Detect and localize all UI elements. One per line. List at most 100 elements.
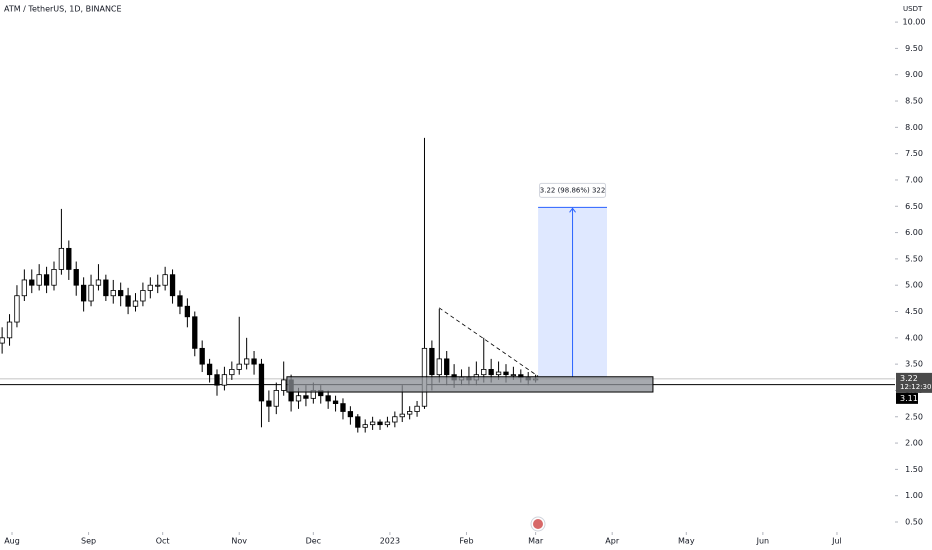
candle-body xyxy=(399,413,405,418)
y-tick-label: 8.00 xyxy=(905,123,923,132)
candle-body xyxy=(95,279,102,286)
candle-body xyxy=(481,369,487,376)
level-tag xyxy=(896,392,918,404)
y-tick-label: 6.00 xyxy=(905,228,923,237)
zone xyxy=(286,376,654,393)
candle-body xyxy=(384,421,391,426)
last-price-tag xyxy=(896,372,932,393)
x-tick-label: May xyxy=(678,537,695,546)
y-tick-label: 2.50 xyxy=(905,412,923,421)
candle-body xyxy=(214,374,220,386)
y-tick-label: 6.50 xyxy=(905,202,923,211)
candle-body xyxy=(66,247,72,270)
y-tick-label: 1.00 xyxy=(905,491,923,500)
candle-body xyxy=(177,295,183,307)
x-tick-label: Nov xyxy=(231,537,247,546)
candle-body xyxy=(347,411,354,418)
y-tick-label: 2.00 xyxy=(905,439,923,448)
candle-body xyxy=(258,363,265,402)
y-unit: USDT xyxy=(903,5,923,13)
x-tick-label: Jul xyxy=(831,537,842,546)
candle-body xyxy=(340,403,346,412)
candle-body xyxy=(80,284,87,302)
x-tick-label: Mar xyxy=(528,537,544,546)
level-label: 3.11 xyxy=(900,394,918,403)
y-tick-label: 9.50 xyxy=(905,44,923,53)
candle-body xyxy=(251,358,257,365)
y-tick-label: 4.50 xyxy=(905,307,923,316)
y-tick-label: 10.00 xyxy=(903,18,926,27)
candle-body xyxy=(36,274,42,286)
candle-body xyxy=(147,284,153,291)
y-tick-label: 7.50 xyxy=(905,149,923,158)
y-tick-label: 7.00 xyxy=(905,175,923,184)
candle-body xyxy=(488,369,494,376)
x-tick-label: Jun xyxy=(756,537,770,546)
candle-body xyxy=(192,316,198,349)
candle-body xyxy=(229,369,235,376)
candle-body xyxy=(362,424,368,428)
candle-body xyxy=(355,416,361,428)
candle-body xyxy=(199,347,205,365)
x-tick-label: Apr xyxy=(605,537,620,546)
candle-body xyxy=(221,374,228,386)
candle-body xyxy=(444,358,450,376)
candle-body xyxy=(273,390,279,407)
candle-body xyxy=(140,290,146,302)
y-tick-label: 5.00 xyxy=(905,281,923,290)
candle-body xyxy=(407,411,413,415)
x-tick-label: Feb xyxy=(459,537,473,546)
x-tick-label: 2023 xyxy=(380,537,400,546)
candle-body xyxy=(332,400,339,405)
countdown: 12:12:30 xyxy=(900,383,931,391)
candle-body xyxy=(118,290,124,297)
candle-body xyxy=(132,300,139,307)
x-tick-label: Dec xyxy=(306,537,321,546)
x-tick-label: Aug xyxy=(4,537,20,546)
candle-body xyxy=(43,274,50,286)
y-tick-label: 9.00 xyxy=(905,70,923,79)
candle-body xyxy=(162,274,168,286)
candle-body xyxy=(303,395,309,399)
last-price-label: 3.22 xyxy=(900,374,918,383)
y-tick-label: 1.50 xyxy=(905,465,923,474)
candle-body xyxy=(495,371,502,376)
candle-body xyxy=(88,284,94,302)
candle-body xyxy=(6,321,13,339)
candle-body xyxy=(125,295,131,307)
candle-body xyxy=(29,279,35,286)
x-tick-label: Sep xyxy=(81,537,96,546)
trendline xyxy=(438,307,539,377)
candle-body xyxy=(295,395,302,402)
candle-body xyxy=(0,337,5,344)
candle-body xyxy=(184,305,191,318)
candle-body xyxy=(110,290,116,297)
x-tick-label: Oct xyxy=(156,537,170,546)
y-tick-label: 8.50 xyxy=(905,97,923,106)
candle-body xyxy=(51,269,57,286)
candle-body xyxy=(206,363,213,376)
candle-body xyxy=(103,279,109,297)
candle-body xyxy=(73,269,79,286)
candle-body xyxy=(414,405,420,412)
candle-body xyxy=(243,358,250,365)
candle-body xyxy=(58,247,65,270)
y-tick-label: 0.50 xyxy=(905,518,923,527)
y-tick-label: 5.50 xyxy=(905,254,923,263)
measure-label: 3.22 (98.86%) 322 xyxy=(540,186,606,194)
candle-body xyxy=(236,363,242,370)
candle-body xyxy=(281,379,287,391)
event-icon-inner xyxy=(533,519,543,529)
y-tick-label: 3.50 xyxy=(905,360,923,369)
candle-body xyxy=(429,347,435,376)
measure-label-box xyxy=(539,182,607,198)
measure-arrowhead xyxy=(569,207,576,213)
candle-body xyxy=(510,374,517,377)
chart-title: ATM / TetherUS, 1D, BINANCE xyxy=(4,5,122,14)
candle-body xyxy=(14,295,20,323)
candle-body xyxy=(155,284,161,287)
candle-body xyxy=(369,421,376,426)
candle-body xyxy=(325,395,331,402)
